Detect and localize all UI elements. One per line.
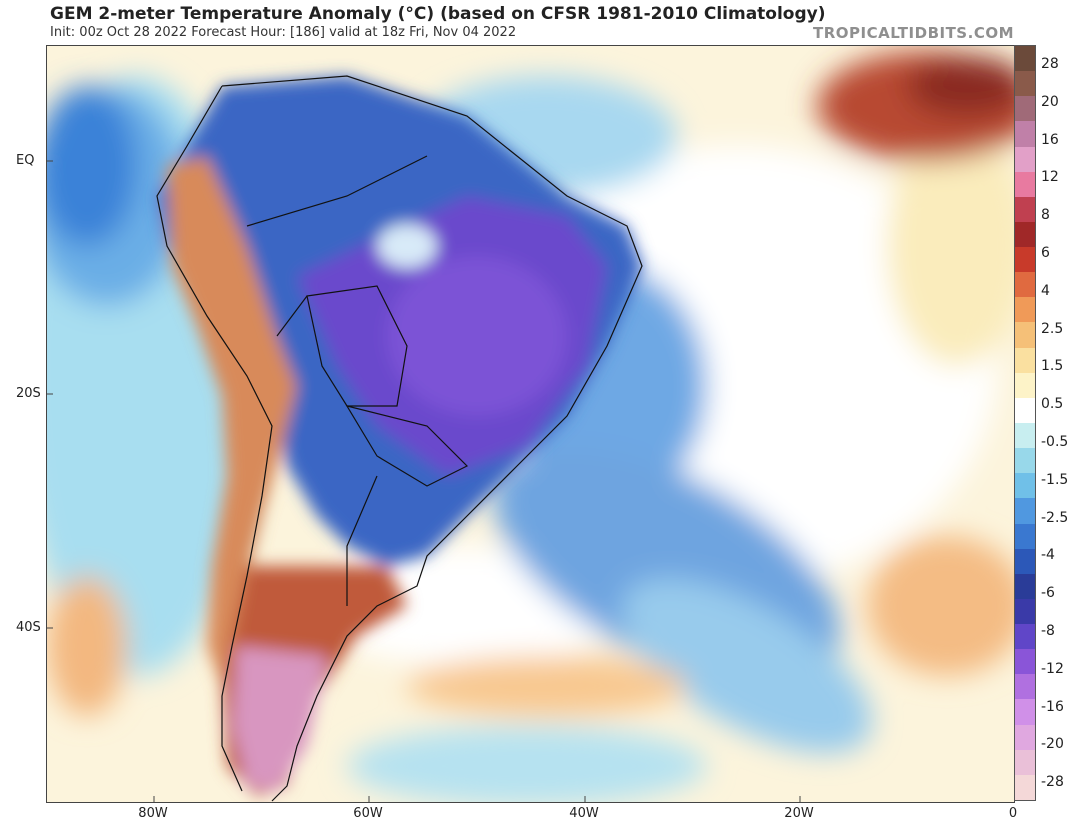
brand-watermark: TROPICALTIDBITS.COM xyxy=(813,24,1014,42)
colorbar-cell xyxy=(1015,196,1035,223)
colorbar-cell xyxy=(1015,247,1035,273)
colorbar-label: 8 xyxy=(1041,207,1050,224)
colorbar-cell xyxy=(1015,347,1035,374)
colorbar-cell xyxy=(1015,498,1035,525)
colorbar-cell xyxy=(1015,96,1035,122)
colorbar-label: -12 xyxy=(1041,660,1064,677)
colorbar-cell xyxy=(1015,322,1035,349)
country-borders xyxy=(156,75,643,802)
map-subtitle: Init: 00z Oct 28 2022 Forecast Hour: [18… xyxy=(50,25,517,40)
colorbar-label: 1.5 xyxy=(1041,358,1064,375)
colorbar-label: -1.5 xyxy=(1041,471,1069,488)
lat-label-eq: EQ xyxy=(16,153,35,168)
colorbar-label: 16 xyxy=(1041,131,1059,148)
colorbar-cell xyxy=(1015,423,1035,449)
lat-label-20s: 20S xyxy=(16,386,41,401)
lon-label-20w: 20W xyxy=(784,806,814,821)
colorbar-label: -28 xyxy=(1041,774,1064,791)
colorbar-label: 6 xyxy=(1041,244,1050,261)
colorbar-cell xyxy=(1015,699,1035,726)
lon-label-0: 0 xyxy=(1008,806,1018,821)
colorbar-cell xyxy=(1015,372,1035,399)
colorbar-label: -16 xyxy=(1041,698,1064,715)
colorbar-cell xyxy=(1015,448,1035,474)
lon-label-80w: 80W xyxy=(138,806,168,821)
colorbar-label: 0.5 xyxy=(1041,396,1064,413)
colorbar-cell xyxy=(1015,548,1035,575)
colorbar-cell xyxy=(1015,221,1035,248)
colorbar-cell xyxy=(1015,397,1035,424)
colorbar-label: -6 xyxy=(1041,585,1055,602)
colorbar-cell xyxy=(1015,46,1035,72)
colorbar-label: 4 xyxy=(1041,282,1050,299)
colorbar-cell xyxy=(1015,473,1035,499)
colorbar-cell xyxy=(1015,624,1035,650)
colorbar-cell xyxy=(1015,749,1035,776)
colorbar-cell xyxy=(1015,272,1035,298)
colorbar-cell xyxy=(1015,71,1035,97)
map-canvas xyxy=(47,46,1014,802)
colorbar-cell xyxy=(1015,523,1035,550)
colorbar-label: 28 xyxy=(1041,55,1059,72)
colorbar xyxy=(1014,45,1036,801)
colorbar-cell xyxy=(1015,171,1035,198)
colorbar-cell xyxy=(1015,724,1035,751)
colorbar-cell xyxy=(1015,297,1035,323)
colorbar-cell xyxy=(1015,674,1035,700)
lon-label-60w: 60W xyxy=(353,806,383,821)
colorbar-cell xyxy=(1015,598,1035,625)
colorbar-label: 20 xyxy=(1041,93,1059,110)
colorbar-label: -20 xyxy=(1041,736,1064,753)
lon-label-40w: 40W xyxy=(569,806,599,821)
colorbar-label: -8 xyxy=(1041,622,1055,639)
colorbar-label: -0.5 xyxy=(1041,433,1069,450)
colorbar-cell xyxy=(1015,573,1035,600)
colorbar-label: -2.5 xyxy=(1041,509,1069,526)
colorbar-cell xyxy=(1015,649,1035,675)
colorbar-label: 12 xyxy=(1041,169,1059,186)
colorbar-label: -4 xyxy=(1041,547,1055,564)
temperature-anomaly-map xyxy=(46,45,1015,803)
lat-label-40s: 40S xyxy=(16,620,41,635)
colorbar-cell xyxy=(1015,774,1035,801)
map-title: GEM 2-meter Temperature Anomaly (°C) (ba… xyxy=(50,4,826,24)
colorbar-cell xyxy=(1015,121,1035,148)
colorbar-cell xyxy=(1015,146,1035,173)
colorbar-label: 2.5 xyxy=(1041,320,1064,337)
